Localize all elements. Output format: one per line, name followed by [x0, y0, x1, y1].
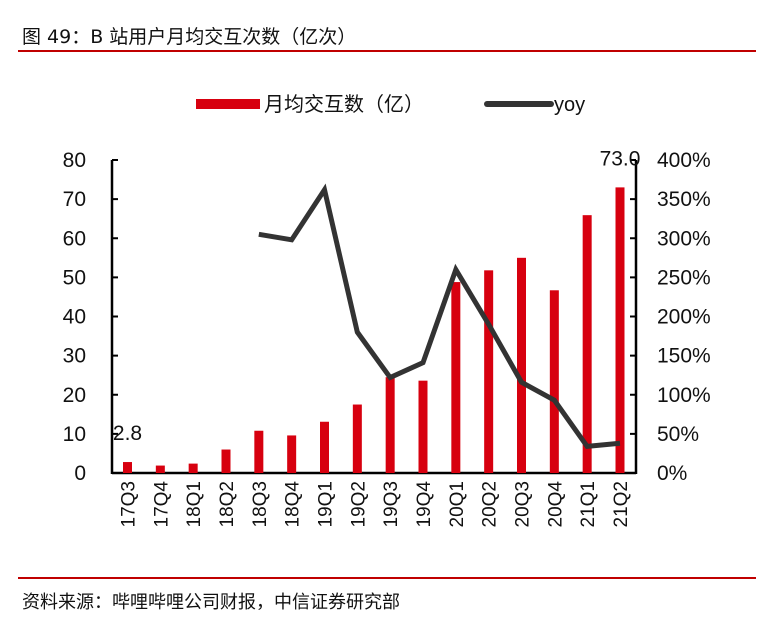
bar: [123, 462, 132, 473]
bar: [582, 215, 592, 473]
bar: [254, 430, 264, 473]
footer-rule: [18, 577, 756, 579]
bar: [615, 187, 625, 473]
legend-line-label: yoy: [554, 94, 585, 116]
x-tick-label: 17Q3: [119, 481, 140, 527]
x-tick-label: 19Q2: [348, 481, 369, 527]
data-label: 2.8: [113, 422, 142, 445]
right-tick-label: 100%: [657, 384, 711, 407]
right-tick-label: 400%: [657, 149, 711, 172]
data-label: 73.0: [600, 147, 641, 170]
x-tick-label: 20Q1: [447, 481, 468, 527]
x-tick-label: 21Q1: [578, 481, 599, 527]
x-tick-label: 18Q2: [217, 481, 238, 527]
right-tick-label: 300%: [657, 227, 711, 250]
right-tick-label: 0%: [657, 462, 687, 485]
figure-title: 图 49：B 站用户月均交互次数（亿次）: [22, 26, 357, 48]
left-tick-label: 60: [63, 227, 86, 250]
right-tick-label: 150%: [657, 345, 711, 368]
bar: [517, 257, 526, 473]
x-tick-label: 18Q4: [283, 481, 304, 528]
x-tick-label: 17Q4: [151, 481, 172, 528]
left-tick-label: 10: [63, 423, 86, 446]
left-tick-label: 20: [63, 384, 86, 407]
bar: [221, 449, 231, 473]
x-tick-label: 21Q2: [611, 481, 632, 527]
bar: [320, 421, 329, 473]
bar: [188, 463, 198, 473]
right-tick-label: 50%: [657, 423, 699, 446]
legend-bar-swatch: [196, 99, 260, 109]
x-tick-label: 20Q3: [513, 481, 534, 527]
chart: 0 10 20 30 40 50 60 70 80 0% 50% 100% 150% 200% 250% 30…: [63, 93, 711, 528]
yoy-line: [258, 183, 621, 450]
right-tick-label: 200%: [657, 306, 711, 329]
bar: [451, 282, 461, 473]
x-tick-label: 20Q4: [545, 481, 566, 528]
x-tick-label: 18Q3: [250, 481, 271, 527]
bar: [155, 465, 165, 473]
x-tick-label: 19Q4: [414, 481, 435, 528]
x-tick-label: 19Q3: [381, 481, 402, 527]
source-note: 资料来源：哔哩哔哩公司财报，中信证券研究部: [22, 592, 400, 613]
bar: [418, 380, 428, 473]
left-tick-label: 0: [74, 462, 86, 485]
legend-bar-label: 月均交互数（亿）: [264, 93, 424, 116]
left-tick-label: 50: [63, 266, 86, 289]
bar: [385, 377, 395, 473]
bar: [287, 435, 297, 473]
x-tick-label: 18Q1: [184, 481, 205, 527]
x-tick-label: 19Q1: [316, 481, 337, 527]
right-tick-label: 350%: [657, 188, 711, 211]
x-tick-label: 20Q2: [480, 481, 501, 527]
left-tick-label: 80: [63, 149, 86, 172]
bar: [549, 290, 559, 473]
right-tick-label: 250%: [657, 266, 711, 289]
title-rule: [18, 50, 756, 52]
bar: [484, 270, 494, 473]
left-tick-label: 40: [63, 306, 86, 329]
left-tick-label: 70: [63, 188, 86, 211]
bar: [352, 404, 362, 473]
left-tick-label: 30: [63, 345, 86, 368]
